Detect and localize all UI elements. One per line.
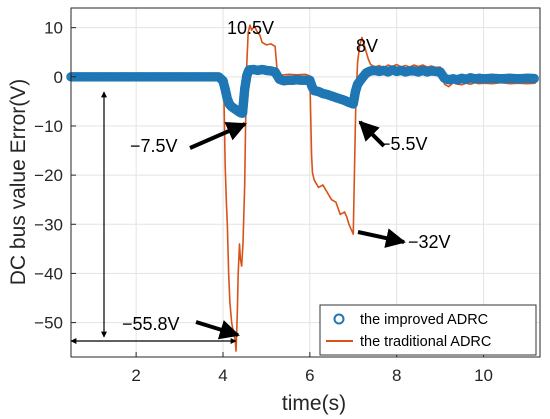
annotation-8v: 8V — [356, 36, 378, 56]
y-axis-label: DC bus value Error(V) — [7, 79, 30, 286]
annotation-minus-32v: −32V — [408, 232, 451, 252]
x-axis-label: time(s) — [282, 392, 346, 415]
y-tick-label: −20 — [34, 166, 63, 185]
annotation-minus-5-5v: −5.5V — [380, 134, 428, 154]
x-tick-label: 4 — [218, 366, 227, 385]
arrow-to-minus-55-8v — [195, 320, 240, 340]
y-tick-label: −30 — [34, 215, 63, 234]
x-tick-label: 10 — [474, 366, 493, 385]
plot-area — [66, 24, 539, 352]
annotation-minus-7-5v: −7.5V — [130, 136, 178, 156]
y-tick-label: −50 — [34, 314, 63, 333]
legend-box — [319, 304, 537, 356]
annotations: 10.5V 8V −7.5V −5.5V −32V −55.8V — [70, 18, 451, 344]
plot-frame — [70, 7, 541, 358]
arrow-to-minus-32v — [357, 228, 406, 248]
x-tick-label: 8 — [392, 366, 401, 385]
legend-marker-improved — [333, 313, 345, 325]
arrow-to-minus-7-5v — [189, 122, 247, 150]
x-tick-label: 2 — [131, 366, 140, 385]
axes-ticks: 2 4 6 8 10 10 0 −10 −20 −30 −40 −50 — [34, 19, 493, 385]
data-point-improved-adrc — [529, 73, 539, 84]
y-tick-label: −40 — [34, 264, 63, 283]
y-tick-label: 0 — [54, 68, 63, 87]
series-markers-improved-adrc — [66, 64, 539, 118]
legend-label-improved: the improved ADRC — [360, 312, 488, 328]
legend-label-traditional: the traditional ADRC — [360, 334, 491, 350]
legend: the improved ADRC the traditional ADRC — [319, 304, 537, 356]
x-tick-label: 6 — [305, 366, 314, 385]
arrow-to-minus-5-5v — [358, 120, 386, 148]
annotation-minus-55-8v: −55.8V — [122, 314, 180, 334]
y-tick-label: 10 — [44, 19, 63, 38]
y-tick-label: −10 — [34, 117, 63, 136]
annotation-10-5v: 10.5V — [227, 18, 274, 38]
